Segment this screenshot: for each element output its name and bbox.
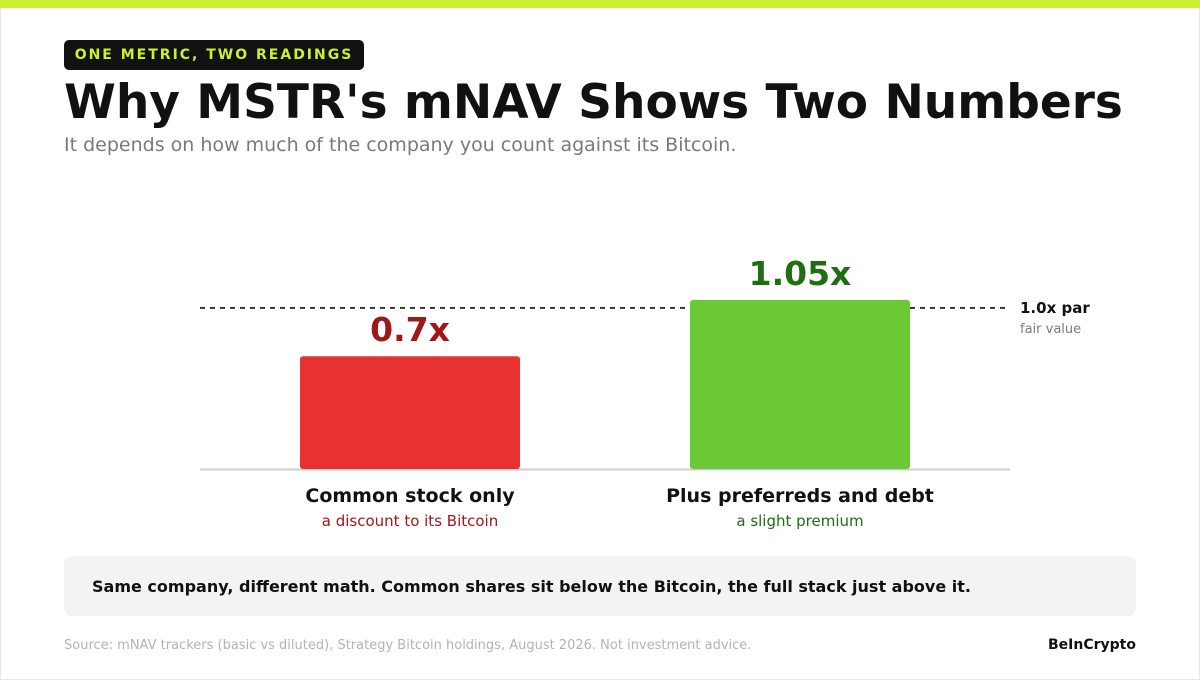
- category-label-2: Plus preferreds and debt: [666, 485, 934, 507]
- page-subtitle: It depends on how much of the company yo…: [64, 134, 737, 156]
- page-title: Why MSTR's mNAV Shows Two Numbers: [64, 75, 1123, 130]
- category-sublabel-1: a discount to its Bitcoin: [322, 512, 498, 530]
- bar-2: [690, 299, 910, 469]
- value-label-1: 0.7x: [370, 310, 450, 349]
- category-sublabel-2: a slight premium: [736, 512, 863, 530]
- summary-note: Same company, different math. Common sha…: [64, 556, 1136, 616]
- reference-line-label: 1.0x par: [1020, 299, 1090, 317]
- source-note: Source: mNAV trackers (basic vs diluted)…: [64, 638, 752, 653]
- brand-logo-text: BeInCrypto: [1048, 637, 1136, 653]
- kicker-badge: ONE METRIC, TWO READINGS: [64, 40, 364, 70]
- bar-1: [300, 356, 520, 469]
- category-label-1: Common stock only: [305, 485, 515, 507]
- bar-chart: 1.0x par fair value 0.7x Common stock only a…: [200, 254, 1090, 530]
- accent-top-bar: [0, 0, 1200, 8]
- reference-line-sublabel: fair value: [1020, 322, 1081, 337]
- value-label-2: 1.05x: [749, 254, 852, 293]
